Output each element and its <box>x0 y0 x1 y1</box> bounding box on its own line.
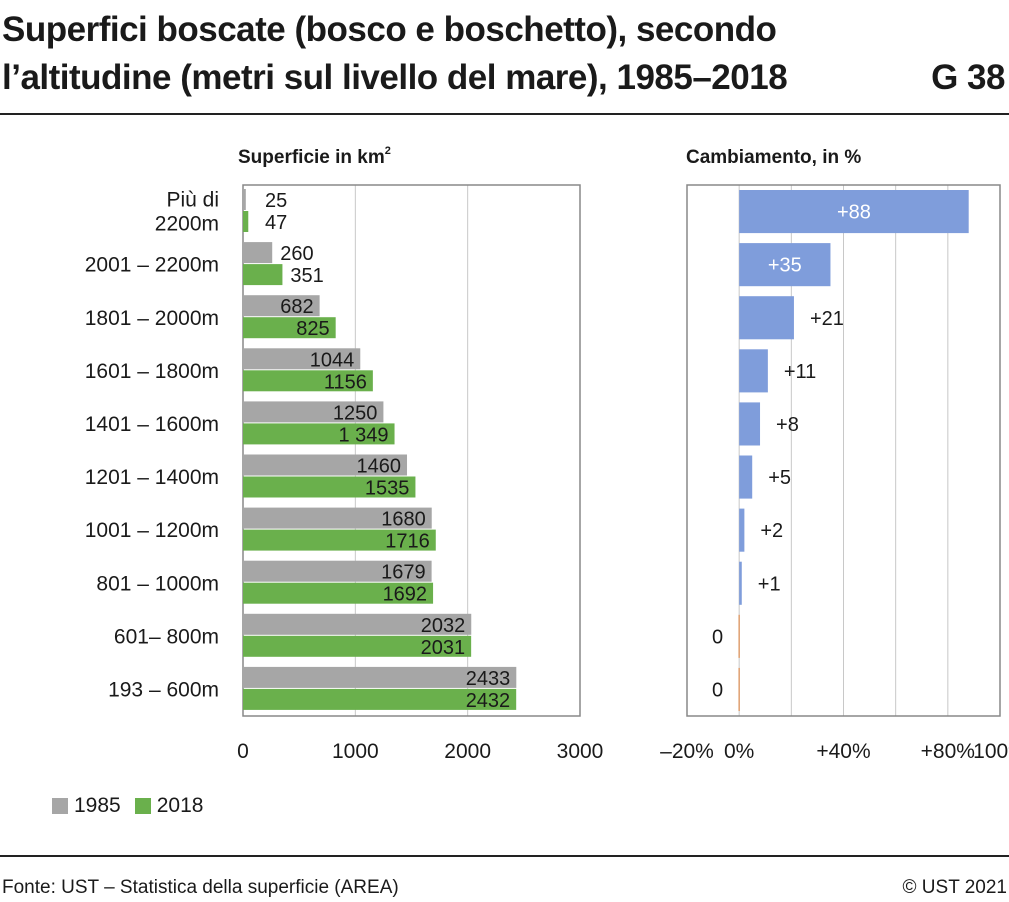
change-x-tick-label: +40% <box>816 740 870 763</box>
chart-title: Superfici boscate (bosco e boschetto), s… <box>2 6 1007 102</box>
data-label-1985: 1460 <box>357 456 402 478</box>
change-bar <box>739 561 742 605</box>
bar-2018 <box>243 582 434 604</box>
area-x-tick-label: 2000 <box>444 740 491 763</box>
copyright: © UST 2021 <box>902 877 1007 898</box>
data-label-2018: 2432 <box>466 690 511 712</box>
bar-2018 <box>243 476 416 498</box>
footer-rule <box>0 855 1009 857</box>
area-panel-title: Superficie in km2 <box>238 145 391 168</box>
data-label-2018: 351 <box>290 265 323 287</box>
bar-2018 <box>243 635 472 657</box>
data-label-2018: 1156 <box>324 371 367 393</box>
bar-2018 <box>243 423 395 445</box>
bar-1985 <box>243 666 517 688</box>
change-data-label: +1 <box>758 573 781 595</box>
change-panel-title: Cambiamento, in % <box>686 147 862 168</box>
category-label: 1001 – 1200m <box>85 519 219 542</box>
data-label-2018: 825 <box>296 318 329 340</box>
legend-item-2018: 2018 <box>134 794 204 818</box>
data-label-1985: 2032 <box>421 615 466 637</box>
category-label: 1401 – 1600m <box>85 413 219 436</box>
change-data-label: +5 <box>768 467 791 489</box>
bar-1985 <box>243 401 384 423</box>
title-rule <box>0 113 1009 115</box>
change-bar <box>739 296 794 340</box>
bar-1985 <box>243 242 273 264</box>
change-data-label: +8 <box>776 414 799 436</box>
bar-1985 <box>243 507 432 529</box>
bar-2018 <box>243 688 517 710</box>
bar-2018 <box>243 264 283 286</box>
legend-label-1985: 1985 <box>74 794 121 817</box>
category-label: 1801 – 2000m <box>85 307 219 330</box>
bar-1985 <box>243 189 246 210</box>
legend-item-1985: 1985 <box>52 794 121 818</box>
change-plot-frame <box>686 184 1001 717</box>
data-label-1985: 260 <box>280 243 313 265</box>
data-label-1985: 1680 <box>381 509 426 531</box>
bar-2018 <box>243 370 373 392</box>
change-bar <box>739 349 768 393</box>
category-label: 2200m <box>155 213 219 236</box>
data-label-1985: 25 <box>265 190 287 212</box>
data-label-1985: 1679 <box>381 562 426 584</box>
bar-1985 <box>243 454 408 476</box>
area-x-tick-label: 1000 <box>332 740 379 763</box>
source-note: Fonte: UST – Statistica della superficie… <box>2 877 399 898</box>
change-bar <box>739 508 745 552</box>
area-x-tick-label: 0 <box>237 740 249 763</box>
bar-2018 <box>243 529 436 551</box>
bar-1985 <box>243 348 361 370</box>
title-line-1: Superfici boscate (bosco e boschetto), s… <box>2 10 777 49</box>
bar-1985 <box>243 560 432 582</box>
change-data-label: +2 <box>760 520 783 542</box>
category-label: Più di <box>166 189 219 212</box>
legend-label-2018: 2018 <box>156 794 204 817</box>
title-line-2: l’altitudine (metri sul livello del mare… <box>2 58 788 97</box>
change-x-tick-label: 100% <box>973 740 1009 763</box>
category-label: 1601 – 1800m <box>85 360 219 383</box>
change-data-label: +21 <box>810 308 844 330</box>
data-label-1985: 2433 <box>466 668 511 690</box>
change-x-tick-label: 0% <box>724 740 754 763</box>
change-data-label: +35 <box>768 255 802 277</box>
category-label: 1201 – 1400m <box>85 466 219 489</box>
category-label: 801 – 1000m <box>96 572 219 595</box>
data-label-1985: 1044 <box>310 349 355 371</box>
bar-2018 <box>243 211 249 232</box>
change-bar <box>739 402 761 446</box>
change-bar <box>739 455 753 499</box>
data-label-1985: 1250 <box>333 402 378 424</box>
data-label-2018: 1716 <box>385 531 430 553</box>
area-x-tick-label: 3000 <box>557 740 604 763</box>
legend: 1985 2018 <box>52 794 203 818</box>
data-label-2018: 1692 <box>383 584 428 606</box>
change-x-tick-label: +80% <box>921 740 975 763</box>
data-label-1985: 682 <box>280 296 313 318</box>
change-data-label: +88 <box>837 202 871 224</box>
category-label: 193 – 600m <box>108 678 219 701</box>
bar-2018 <box>243 317 336 339</box>
bar-1985 <box>243 295 320 317</box>
change-bar <box>739 243 831 287</box>
change-data-label: 0 <box>712 679 723 701</box>
change-bar <box>739 190 969 234</box>
bar-1985 <box>243 613 472 635</box>
change-data-label: 0 <box>712 626 723 648</box>
change-data-label: +11 <box>784 361 816 383</box>
data-label-2018: 1535 <box>365 478 410 500</box>
footer: Fonte: UST – Statistica della superficie… <box>2 877 1007 899</box>
legend-swatch-1985 <box>52 798 68 814</box>
category-label: 601– 800m <box>114 625 219 648</box>
data-label-2018: 2031 <box>421 637 466 659</box>
data-label-2018: 1 349 <box>338 424 388 446</box>
category-label: 2001 – 2200m <box>85 254 219 277</box>
data-label-2018: 47 <box>265 212 287 234</box>
area-plot-frame <box>242 184 581 717</box>
change-x-tick-label: –20% <box>660 740 714 763</box>
legend-swatch-2018 <box>134 798 151 814</box>
figure-number: G 38 <box>931 58 1005 97</box>
